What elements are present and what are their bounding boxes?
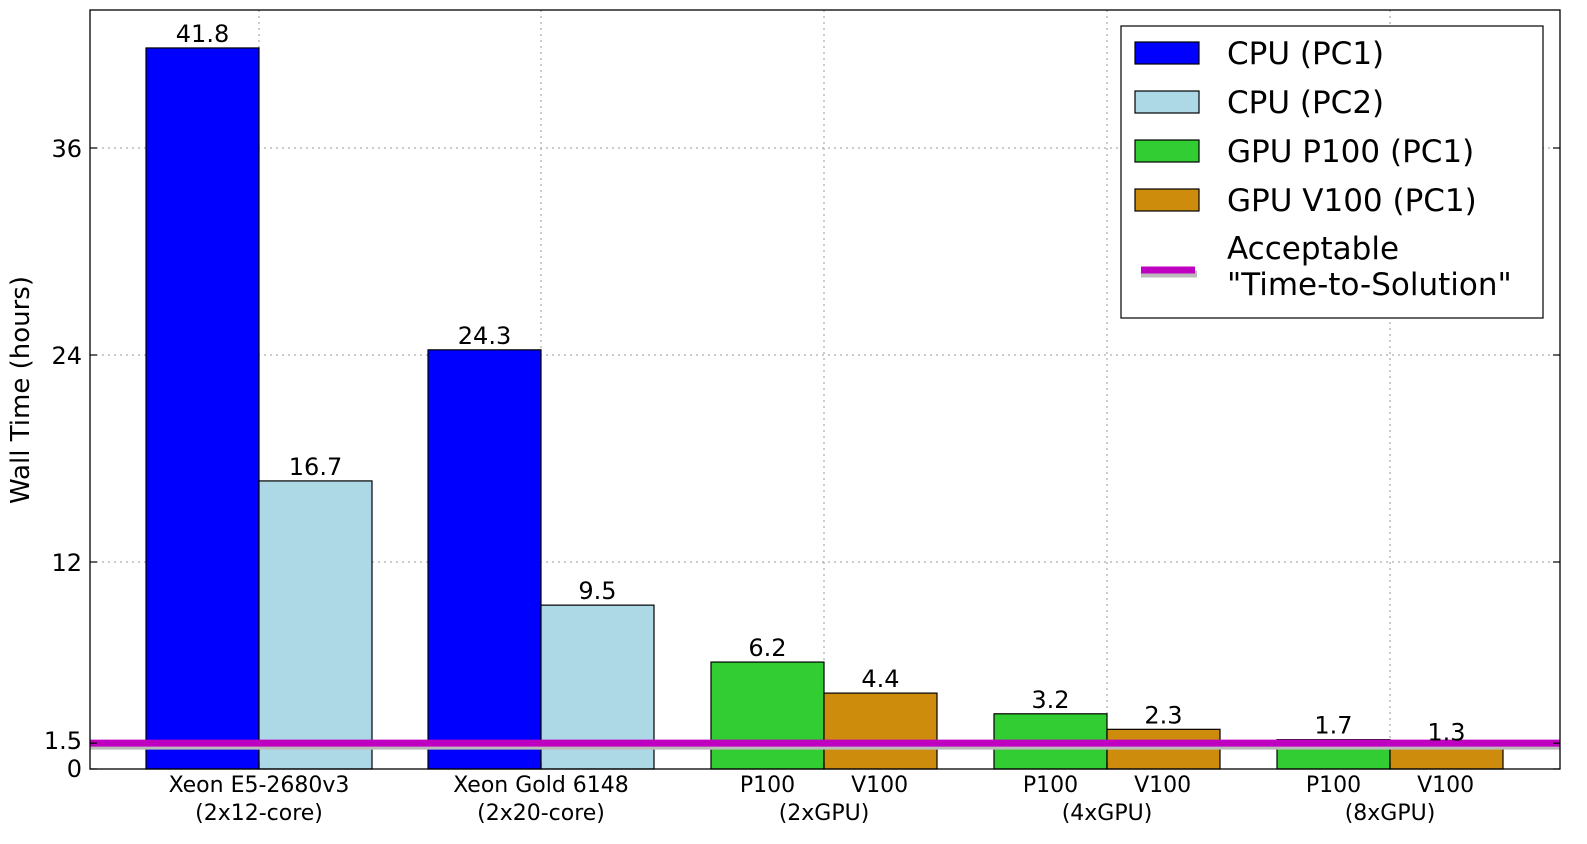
legend-label: GPU V100 (PC1) xyxy=(1227,183,1477,219)
bar-value-label: 1.7 xyxy=(1314,712,1352,740)
y-tick-label: 24 xyxy=(51,342,82,370)
bar-value-label: 1.3 xyxy=(1427,719,1465,747)
x-category-label: (8xGPU) xyxy=(1345,801,1436,826)
bar xyxy=(427,349,542,770)
bar-value-label: 24.3 xyxy=(458,322,511,350)
x-category-label: (4xGPU) xyxy=(1062,801,1153,826)
x-category-label: Xeon E5-2680v3 xyxy=(169,773,350,798)
bar-value-labels: 41.8 16.7 24.3 9.5 6.2 4.4 3.2 2.3 1.7 1.3 xyxy=(176,20,1466,747)
x-category-label: P100 V100 xyxy=(1306,773,1474,798)
y-tick-label: 0 xyxy=(67,755,82,783)
bar xyxy=(1389,745,1504,770)
y-axis-title: Wall Time (hours) xyxy=(6,276,36,504)
legend-label: CPU (PC2) xyxy=(1227,85,1384,121)
bars xyxy=(145,47,1504,770)
legend-swatch xyxy=(1134,139,1200,163)
bar-value-label: 9.5 xyxy=(578,577,616,605)
x-category-label: (2x20-core) xyxy=(477,801,605,826)
y-axis-ticks: 01.5 12 24 36 xyxy=(44,135,1560,783)
reference-line xyxy=(90,739,1560,750)
x-category-label: P100 V100 xyxy=(740,773,908,798)
legend-label: "Time-to-Solution" xyxy=(1227,267,1512,303)
x-axis-categories: Xeon E5-2680v3 (2x12-core) Xeon Gold 6148 (… xyxy=(169,762,1474,826)
x-category-label: (2x12-core) xyxy=(195,801,323,826)
bar xyxy=(258,480,373,770)
bar-value-label: 6.2 xyxy=(748,634,786,662)
x-category-label: P100 V100 xyxy=(1023,773,1191,798)
x-category-label: (2xGPU) xyxy=(779,801,870,826)
y-tick-label: 36 xyxy=(51,135,82,163)
bar xyxy=(823,692,938,770)
legend-label: CPU (PC1) xyxy=(1227,36,1384,72)
legend-swatch xyxy=(1134,90,1200,114)
legend-swatch xyxy=(1134,188,1200,212)
x-category-label: Xeon Gold 6148 xyxy=(453,773,629,798)
y-tick-label: 1.5 xyxy=(44,727,82,755)
legend: CPU (PC1) CPU (PC2) GPU P100 (PC1) GPU V100… xyxy=(1120,25,1544,319)
legend-swatch xyxy=(1134,41,1200,65)
bar-value-label: 3.2 xyxy=(1031,686,1069,714)
bar xyxy=(710,661,825,770)
bar-value-label: 4.4 xyxy=(861,665,899,693)
legend-label: GPU P100 (PC1) xyxy=(1227,134,1474,170)
bar-value-label: 41.8 xyxy=(176,20,229,48)
bar-value-label: 2.3 xyxy=(1144,701,1182,729)
legend-label: Acceptable xyxy=(1227,231,1399,267)
plot-frame xyxy=(89,9,1561,770)
bar xyxy=(145,47,260,770)
bar-value-label: 16.7 xyxy=(289,453,342,481)
y-tick-label: 12 xyxy=(51,549,82,577)
